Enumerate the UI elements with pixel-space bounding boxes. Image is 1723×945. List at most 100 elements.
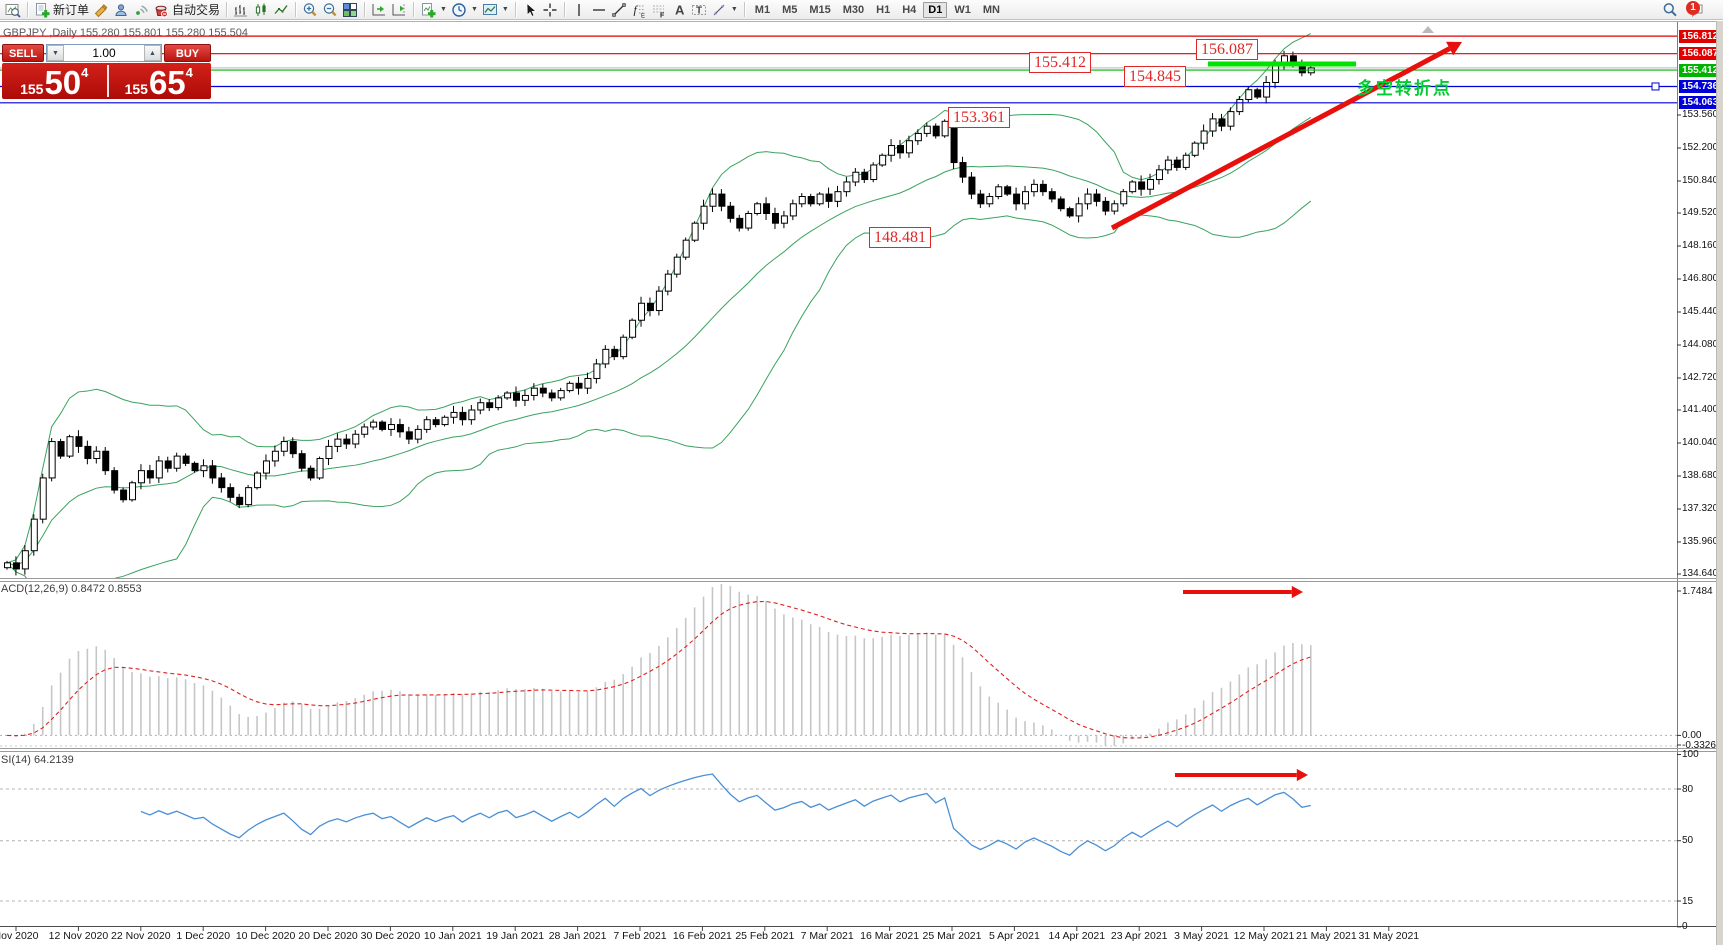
signals-icon[interactable]	[131, 1, 151, 19]
timeframe-w1-button[interactable]: W1	[954, 3, 971, 16]
price-line-tag: 155.412	[1679, 63, 1721, 77]
line-chart-icon[interactable]	[271, 1, 291, 19]
price-annotation[interactable]: 156.087	[1196, 39, 1258, 60]
svg-text:A: A	[675, 2, 685, 17]
zoom-out-icon[interactable]	[320, 1, 340, 19]
vertical-line-icon[interactable]	[569, 1, 589, 19]
date-axis-label: 7 Feb 2021	[613, 930, 667, 942]
date-axis-label: 20 Dec 2020	[298, 930, 358, 942]
timeframe-m30-button[interactable]: M30	[842, 3, 865, 16]
timeframe-h4-button[interactable]: H4	[902, 3, 917, 16]
toolbar-separator	[27, 2, 28, 17]
periods-dropdown[interactable]: ▼	[449, 1, 480, 19]
timeframe-mn-button[interactable]: MN	[982, 3, 1000, 16]
label-icon[interactable]: T	[689, 1, 709, 19]
chart-window-icon[interactable]	[3, 1, 23, 19]
date-axis-label: 23 Apr 2021	[1110, 930, 1168, 942]
new-order-button-label: 新订单	[53, 2, 90, 17]
ask-price[interactable]: 155 65 4	[107, 63, 212, 99]
templates-dropdown[interactable]: ▼	[480, 1, 511, 19]
search-icon[interactable]	[1660, 1, 1680, 19]
date-axis-label: Nov 2020	[0, 930, 39, 942]
price-annotation[interactable]: 154.845	[1124, 66, 1186, 87]
volume-decrease-button[interactable]: ▼	[47, 45, 64, 61]
fibo-grid-icon[interactable]: F	[649, 1, 669, 19]
label-icon: T	[691, 4, 706, 16]
price-axis-tick: 137.320	[1682, 502, 1719, 514]
date-axis-label: 5 Apr 2021	[988, 930, 1040, 942]
comment-icon[interactable]: 1	[1686, 0, 1706, 19]
price-axis-tick: 144.080	[1682, 338, 1719, 350]
date-axis-label: 10 Jan 2021	[423, 930, 482, 942]
toolbar-separator	[563, 2, 565, 17]
trendline-icon[interactable]	[609, 1, 629, 19]
sell-button[interactable]: SELL	[2, 44, 44, 62]
date-axis-label: 16 Feb 2021	[672, 930, 732, 942]
rsi-axis-tick: 80	[1682, 783, 1694, 795]
trendline-icon	[612, 2, 626, 17]
toolbar-right-group: 1	[1660, 0, 1720, 19]
svg-text:f: f	[633, 2, 638, 16]
macd-axis-tick: 0.00	[1682, 730, 1702, 742]
price-axis-tick: 150.840	[1682, 174, 1719, 186]
candles-chart-icon	[255, 3, 266, 16]
price-annotation[interactable]: 148.481	[869, 227, 931, 248]
zoom-out-icon	[323, 2, 337, 16]
price-annotation[interactable]: 155.412	[1029, 52, 1091, 73]
shapes-dropdown[interactable]: ▼	[709, 1, 740, 19]
crosshair-icon	[543, 3, 557, 16]
cursor-icon[interactable]	[520, 1, 540, 19]
autotrading-button[interactable]: 自动交易	[151, 1, 222, 19]
rsi-axis-tick: 100	[1682, 749, 1699, 761]
svg-text:T: T	[696, 5, 702, 16]
window-edge-strip	[1716, 21, 1723, 945]
timeframe-d1-button[interactable]: D1	[923, 1, 948, 18]
horizontal-line-icon	[592, 8, 605, 11]
notification-badge[interactable]: 1	[1686, 0, 1700, 15]
dropdown-caret-icon: ▼	[470, 6, 478, 13]
buy-button[interactable]: BUY	[164, 44, 211, 62]
date-axis-label: 22 Nov 2020	[111, 930, 171, 942]
price-axis-tick: 138.680	[1682, 469, 1719, 481]
chart-shift-icon	[372, 3, 386, 15]
dropdown-caret-icon: ▼	[501, 6, 509, 13]
chinese-note-label[interactable]: 多空转折点	[1357, 79, 1452, 98]
price-axis-tick: 146.800	[1682, 272, 1719, 284]
price-divider	[106, 65, 109, 97]
new-order-button[interactable]: 新订单	[32, 1, 91, 19]
cursor-icon	[526, 2, 537, 17]
macd-axis-tick: -0.3326	[1682, 740, 1716, 751]
bid-big-figure: 155	[20, 81, 44, 97]
bid-price[interactable]: 155 50 4	[2, 63, 107, 99]
timeframe-m5-button[interactable]: M5	[782, 3, 798, 16]
timeframe-m1-button[interactable]: M1	[754, 3, 771, 16]
bars-chart-icon	[234, 4, 248, 16]
ask-big-figure: 155	[124, 81, 148, 97]
price-axis-tick: 142.720	[1682, 371, 1719, 383]
chart-shift-icon[interactable]	[369, 1, 389, 19]
crosshair-icon[interactable]	[540, 1, 560, 19]
volume-value[interactable]: 1.00	[92, 46, 116, 60]
community-icon	[115, 3, 127, 16]
price-axis-tick: 152.200	[1682, 141, 1719, 153]
bars-chart-icon[interactable]	[231, 1, 251, 19]
price-annotation[interactable]: 153.361	[948, 107, 1010, 128]
candles-chart-icon[interactable]	[251, 1, 271, 19]
timeframe-h1-button[interactable]: H1	[876, 3, 891, 16]
horizontal-line-icon[interactable]	[589, 1, 609, 19]
auto-scroll-icon[interactable]	[389, 1, 409, 19]
new-order-icon	[36, 2, 50, 17]
tip-icon[interactable]	[91, 1, 111, 19]
tile-windows-icon[interactable]	[340, 1, 360, 19]
volume-increase-button[interactable]: ▲	[144, 45, 161, 61]
zoom-in-icon	[303, 2, 317, 16]
text-icon[interactable]: A	[669, 1, 689, 19]
timeframe-m15-button[interactable]: M15	[809, 3, 831, 16]
new-chart-dropdown[interactable]: ▼	[418, 1, 449, 19]
community-icon[interactable]	[111, 1, 131, 19]
zoom-in-icon[interactable]	[300, 1, 320, 19]
bid-ask-display[interactable]: 155 50 4 155 65 4	[2, 63, 211, 99]
